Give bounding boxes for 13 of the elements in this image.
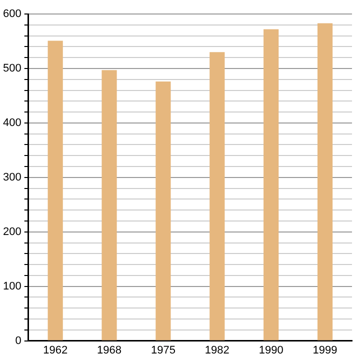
y-tick-label: 400	[2, 116, 22, 129]
y-tick-label: 500	[2, 62, 22, 74]
y-tick-label: 600	[2, 8, 22, 20]
x-tick-label: 1968	[97, 344, 122, 356]
y-tick-label: 300	[2, 171, 22, 184]
y-tick-label: 0	[15, 334, 22, 347]
x-tick-label: 1990	[258, 344, 284, 356]
x-tick-label: 1975	[150, 344, 176, 356]
x-tick-label: 1999	[312, 344, 338, 356]
y-tick-label: 200	[2, 226, 22, 238]
x-tick-label: 1962	[43, 344, 68, 356]
y-tick-label: 100	[2, 280, 22, 292]
x-tick-label: 1982	[204, 344, 230, 356]
